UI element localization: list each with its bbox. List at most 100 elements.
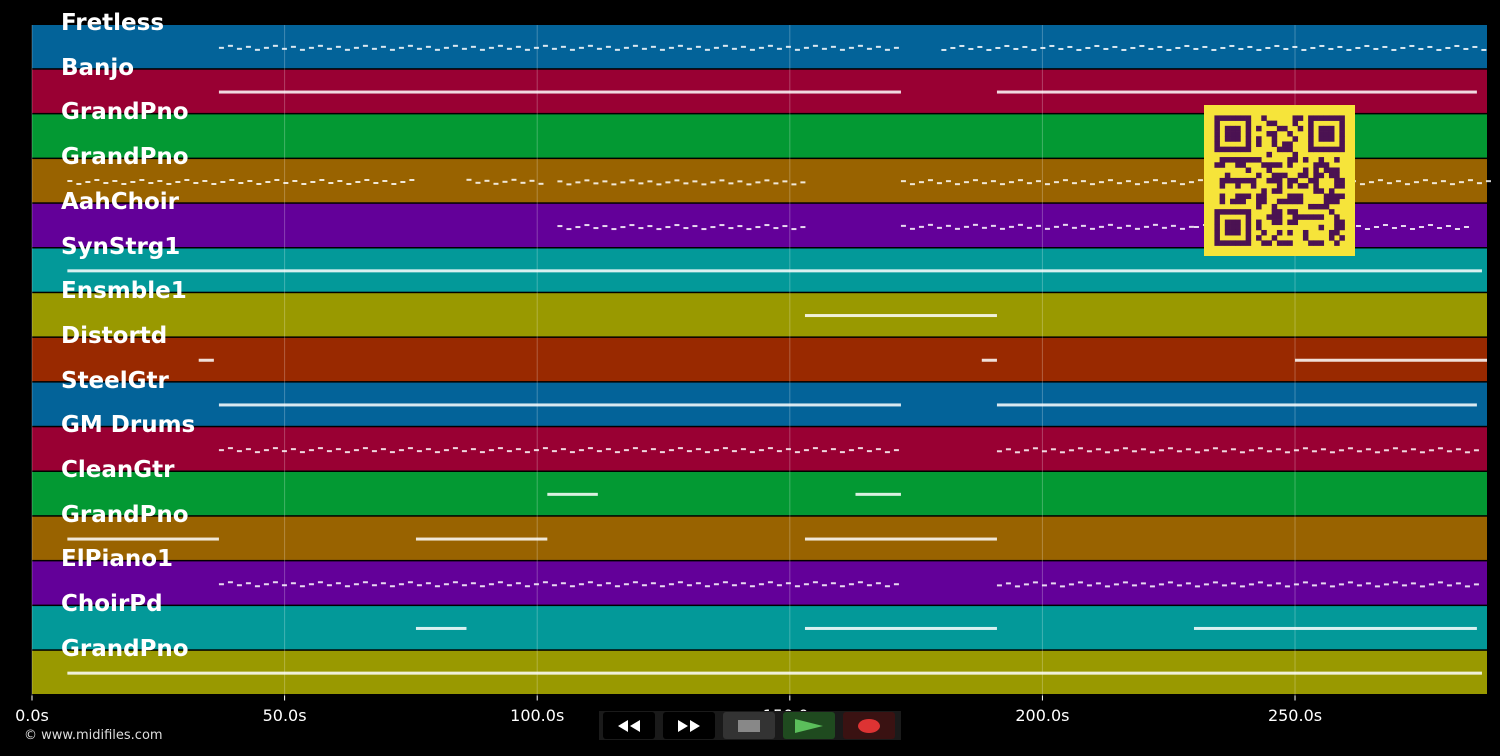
note-mark xyxy=(909,183,915,186)
note-mark xyxy=(533,449,539,452)
note-mark xyxy=(247,180,253,183)
note-mark xyxy=(557,225,563,228)
note-mark xyxy=(1311,450,1317,453)
note-mark xyxy=(1401,450,1407,453)
note-mark xyxy=(1179,183,1185,186)
note-mark xyxy=(1185,582,1191,585)
note-mark xyxy=(1365,582,1371,585)
note-mark xyxy=(596,450,602,453)
note-mark xyxy=(245,582,251,585)
note-mark xyxy=(1077,447,1083,450)
note-mark xyxy=(407,581,413,584)
note-mark xyxy=(1401,584,1407,587)
note-mark xyxy=(1140,582,1146,585)
note-mark xyxy=(650,582,656,585)
note-mark xyxy=(782,225,788,228)
note-mark xyxy=(812,44,818,47)
note-mark xyxy=(1212,447,1218,450)
qr-code-icon[interactable] xyxy=(1204,105,1355,256)
note-mark xyxy=(538,182,544,185)
track-label: ChoirPd xyxy=(61,591,163,618)
note-mark xyxy=(425,582,431,585)
note-mark xyxy=(1197,179,1203,182)
note-mark xyxy=(1472,45,1478,48)
note-mark xyxy=(524,585,530,588)
note-bar xyxy=(198,358,214,362)
note-mark xyxy=(1409,44,1415,47)
note-mark xyxy=(1409,228,1415,231)
note-mark xyxy=(1302,447,1308,450)
note-mark xyxy=(839,585,845,588)
note-mark xyxy=(1328,47,1334,50)
note-bar xyxy=(996,90,1477,94)
note-mark xyxy=(620,226,626,229)
note-mark xyxy=(1377,179,1383,182)
note-mark xyxy=(647,180,653,183)
note-mark xyxy=(1455,448,1461,451)
note-mark xyxy=(1329,585,1335,588)
note-mark xyxy=(963,181,969,184)
note-mark xyxy=(1418,47,1424,50)
note-mark xyxy=(1311,584,1317,587)
note-mark xyxy=(1050,448,1056,451)
rewind-button[interactable] xyxy=(603,712,655,739)
note-mark xyxy=(758,46,764,49)
note-mark xyxy=(587,447,593,450)
play-button[interactable] xyxy=(783,712,835,739)
note-mark xyxy=(749,585,755,588)
note-mark xyxy=(596,47,602,50)
note-bar xyxy=(67,671,1482,675)
note-mark xyxy=(542,447,548,450)
note-mark xyxy=(193,182,199,185)
note-mark xyxy=(605,582,611,585)
note-mark xyxy=(1094,44,1100,47)
note-mark xyxy=(638,227,644,230)
note-mark xyxy=(371,584,377,587)
note-mark xyxy=(611,228,617,231)
note-mark xyxy=(893,583,899,586)
note-mark xyxy=(1419,585,1425,588)
note-mark xyxy=(875,582,881,585)
note-mark xyxy=(1284,585,1290,588)
note-mark xyxy=(794,585,800,588)
note-mark xyxy=(569,451,575,454)
note-mark xyxy=(749,48,755,51)
note-mark xyxy=(704,585,710,588)
note-mark xyxy=(986,48,992,51)
note-mark xyxy=(1044,227,1050,230)
note-mark xyxy=(1392,447,1398,450)
note-mark xyxy=(229,179,235,182)
note-mark xyxy=(1040,46,1046,49)
note-mark xyxy=(344,585,350,588)
note-mark xyxy=(281,47,287,50)
note-mark xyxy=(1068,449,1074,452)
note-mark xyxy=(443,583,449,586)
note-bar xyxy=(547,492,598,496)
note-events xyxy=(67,44,1491,675)
note-mark xyxy=(1152,179,1158,182)
note-mark xyxy=(326,450,332,453)
track-label: Fretless xyxy=(61,10,165,36)
note-mark xyxy=(263,449,269,452)
stop-button[interactable] xyxy=(723,712,775,739)
note-mark xyxy=(371,47,377,50)
note-mark xyxy=(1158,583,1164,586)
note-mark xyxy=(665,181,671,184)
note-mark xyxy=(245,448,251,451)
record-button[interactable] xyxy=(843,712,895,739)
note-mark xyxy=(1113,583,1119,586)
note-mark xyxy=(1166,48,1172,51)
note-mark xyxy=(695,45,701,48)
note-mark xyxy=(1463,226,1469,229)
note-mark xyxy=(1257,581,1263,584)
fast-forward-button[interactable] xyxy=(663,712,715,739)
note-mark xyxy=(1131,584,1137,587)
note-mark xyxy=(317,44,323,47)
note-mark xyxy=(776,584,782,587)
note-mark xyxy=(1454,44,1460,47)
note-mark xyxy=(791,183,797,186)
note-mark xyxy=(767,447,773,450)
note-mark xyxy=(346,183,352,186)
note-mark xyxy=(1058,47,1064,50)
note-mark xyxy=(722,44,728,47)
